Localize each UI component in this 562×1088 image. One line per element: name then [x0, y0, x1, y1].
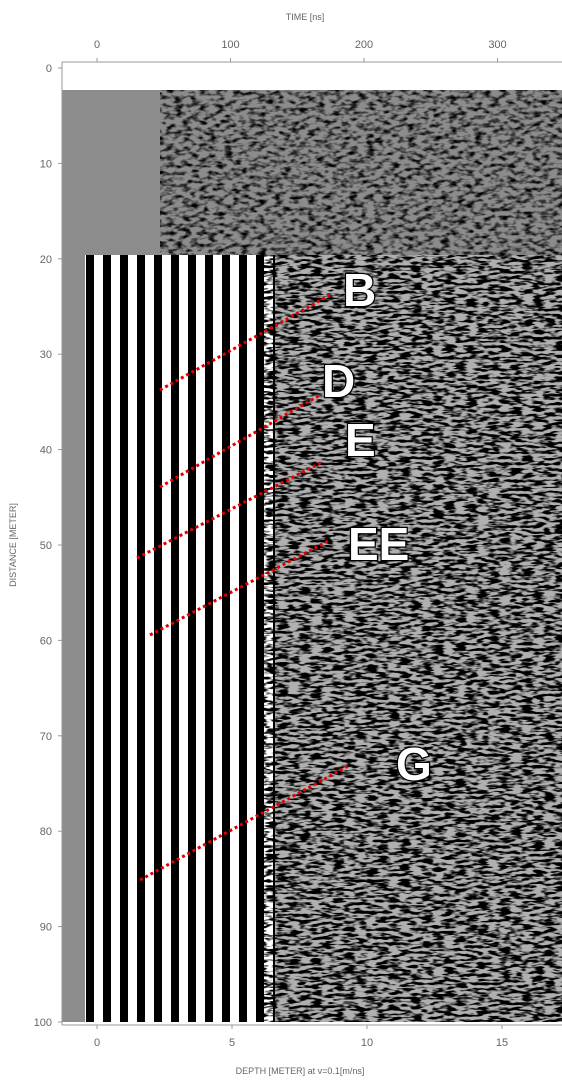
left-tick-label: 70 [40, 731, 52, 743]
top-axis-title: TIME [ns] [286, 12, 325, 22]
left-tick-label: 0 [46, 63, 52, 75]
left-tick-label: 100 [34, 1017, 52, 1029]
left-tick-label: 50 [40, 540, 52, 552]
bottom-axis-title: DEPTH [METER] at v=0.1[m/ns] [236, 1066, 365, 1076]
marker-label: E [345, 414, 376, 466]
left-axis-title: DISTANCE [METER] [8, 503, 18, 587]
marker-label: G [396, 738, 432, 790]
image [62, 90, 562, 1022]
bottom-tick-label: 0 [94, 1037, 100, 1049]
left-tick-label: 30 [40, 349, 52, 361]
left-tick-label: 40 [40, 445, 52, 457]
marker-label: EE [348, 518, 409, 570]
left-tick-label: 90 [40, 922, 52, 934]
marker-label: D [322, 355, 355, 407]
top-tick-label: 200 [355, 39, 373, 51]
bottom-tick-label: 10 [361, 1037, 373, 1049]
left-tick-label: 10 [40, 158, 52, 170]
left-tick-label: 60 [40, 635, 52, 647]
marker-lines [136, 293, 351, 882]
bottom-tick-label: 15 [496, 1037, 508, 1049]
left-tick-label: 20 [40, 254, 52, 266]
left-tick-label: 80 [40, 826, 52, 838]
marker-label: B [343, 264, 376, 316]
bottom-tick-label: 5 [229, 1037, 235, 1049]
top-tick-label: 100 [221, 39, 239, 51]
top-tick-label: 0 [94, 39, 100, 51]
top-tick-label: 300 [488, 39, 506, 51]
